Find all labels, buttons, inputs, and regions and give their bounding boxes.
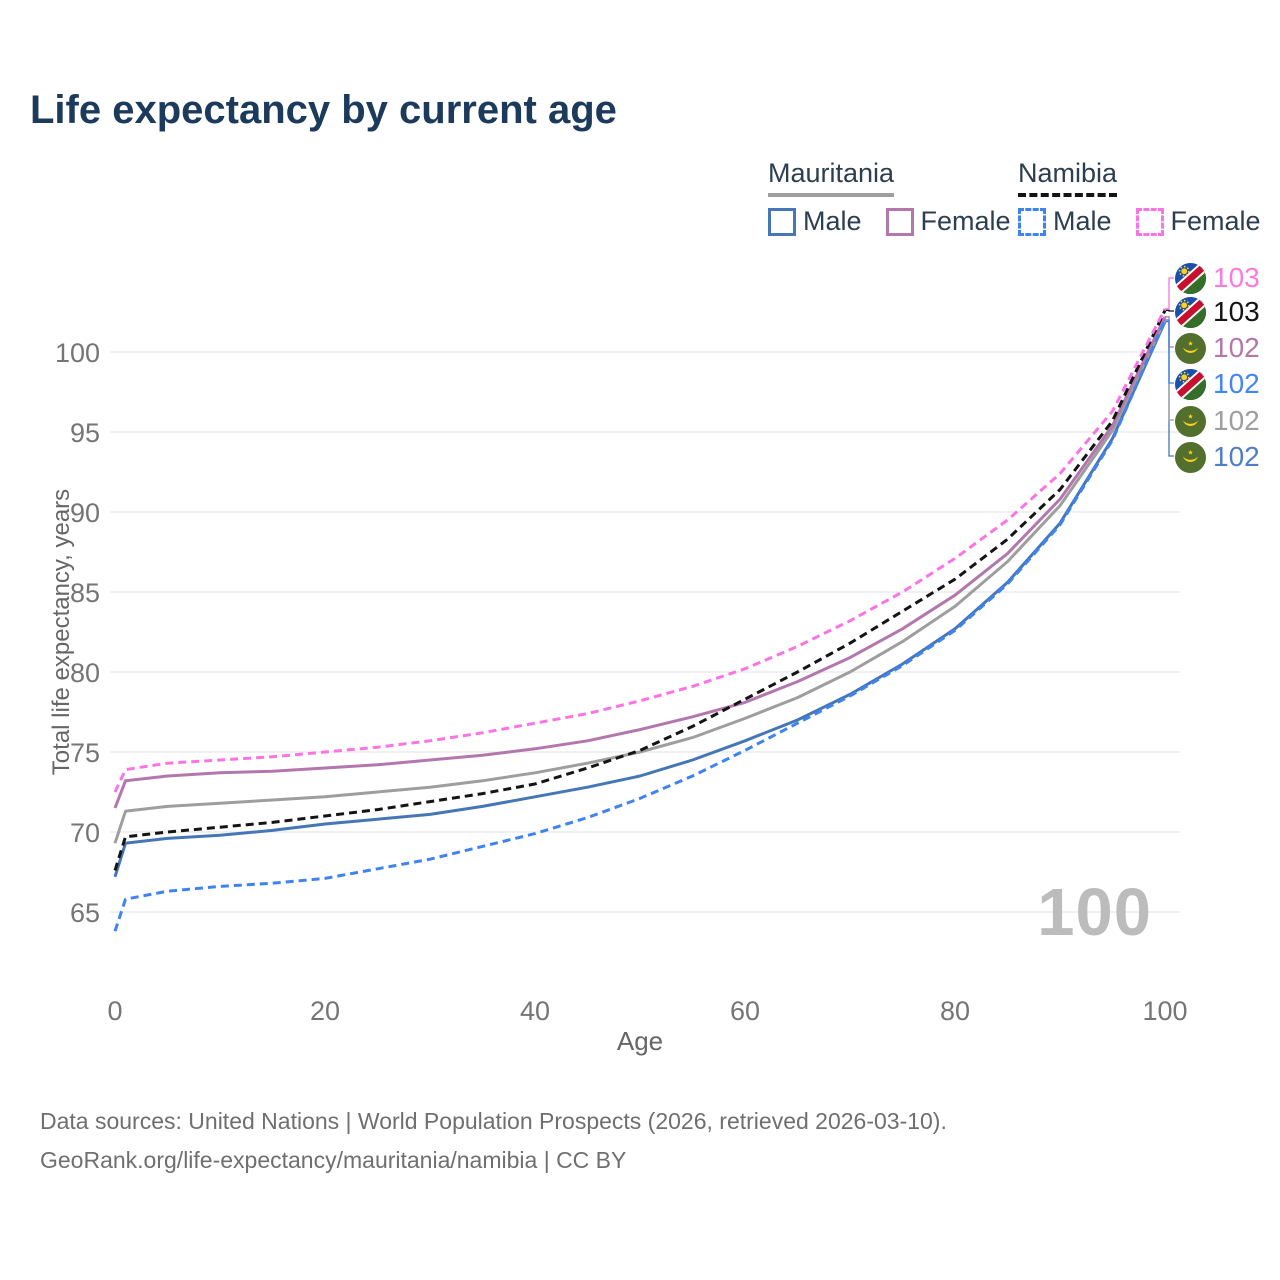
y-axis-title: Total life expectancy, years xyxy=(48,488,75,776)
x-tick-label: 20 xyxy=(309,996,341,1026)
age-watermark: 100 xyxy=(1037,875,1152,950)
y-tick-label: 95 xyxy=(69,418,100,448)
legend-item-mauritania-female[interactable]: Female xyxy=(885,206,1011,237)
x-tick-label: 0 xyxy=(107,996,123,1026)
mauritania-flag-icon xyxy=(1175,332,1206,364)
end-label-mauritania-both: 102 xyxy=(1175,404,1260,438)
y-tick-label: 70 xyxy=(69,818,100,848)
namibia-male-swatch-icon xyxy=(1018,207,1046,236)
attribution-line[interactable]: GeoRank.org/life-expectancy/mauritania/n… xyxy=(40,1147,627,1173)
x-tick-label: 80 xyxy=(939,996,971,1026)
data-source-line: Data sources: United Nations | World Pop… xyxy=(40,1108,947,1134)
x-tick-label: 60 xyxy=(729,996,761,1026)
x-tick-label: 100 xyxy=(1142,996,1188,1026)
y-tick-label: 65 xyxy=(69,898,100,928)
legend-item-label: Female xyxy=(1170,206,1261,236)
legend-title-mauritania[interactable]: Mauritania xyxy=(768,158,895,197)
x-axis-title: Age xyxy=(616,1026,664,1056)
end-label-namibia-female: 103 xyxy=(1175,261,1260,295)
namibia-flag-icon xyxy=(1175,368,1206,400)
x-tick-label: 40 xyxy=(519,996,551,1026)
legend-item-mauritania-male[interactable]: Male xyxy=(768,206,862,237)
y-tick-label: 100 xyxy=(54,338,100,368)
y-tick-label: 90 xyxy=(69,498,100,528)
mauritania-flag-icon xyxy=(1175,405,1206,437)
end-value: 102 xyxy=(1213,405,1260,436)
namibia-flag-icon xyxy=(1175,296,1206,328)
end-connector xyxy=(1165,309,1174,312)
mauritania-female-swatch-icon xyxy=(885,207,914,236)
namibia-flag-icon xyxy=(1175,262,1206,294)
end-value: 102 xyxy=(1213,368,1260,399)
namibia-male-line[interactable] xyxy=(113,319,1167,932)
end-connector xyxy=(1165,319,1174,384)
end-value: 103 xyxy=(1213,262,1260,293)
legend-row: Male Female xyxy=(768,206,1011,237)
mauritania-male-swatch-icon xyxy=(768,207,796,236)
legend-group-mauritania: Mauritania Male Female xyxy=(768,158,1011,237)
end-connector xyxy=(1165,277,1174,310)
legend-row: Male Female xyxy=(1018,206,1261,237)
end-label-mauritania-female: 102 xyxy=(1175,331,1260,365)
y-tick-label: 75 xyxy=(69,738,100,768)
mauritania-flag-icon xyxy=(1175,441,1206,473)
end-label-namibia-male: 102 xyxy=(1175,367,1260,401)
end-value: 102 xyxy=(1213,441,1260,472)
mauritania-male-line[interactable] xyxy=(113,320,1167,878)
namibia-line[interactable] xyxy=(113,309,1167,871)
end-label-mauritania-male: 102 xyxy=(1175,440,1260,474)
mauritania-line[interactable] xyxy=(113,319,1167,844)
legend-item-label: Female xyxy=(920,206,1011,236)
legend-item-namibia-female[interactable]: Female xyxy=(1135,206,1261,237)
end-value: 103 xyxy=(1213,296,1260,327)
legend-item-label: Male xyxy=(803,206,862,236)
legend-item-label: Male xyxy=(1053,206,1112,236)
legend-item-namibia-male[interactable]: Male xyxy=(1018,206,1112,237)
namibia-female-line[interactable] xyxy=(113,308,1167,793)
mauritania-female-line[interactable] xyxy=(113,316,1167,809)
y-tick-label: 80 xyxy=(69,658,100,688)
legend-title-namibia[interactable]: Namibia xyxy=(1018,158,1118,197)
legend-group-namibia: Namibia Male Female xyxy=(1018,158,1261,237)
chart-title: Life expectancy by current age xyxy=(30,88,617,132)
namibia-female-swatch-icon xyxy=(1135,207,1164,236)
end-value: 102 xyxy=(1213,332,1260,363)
end-label-namibia-both: 103 xyxy=(1175,295,1260,329)
y-tick-label: 85 xyxy=(69,578,100,608)
